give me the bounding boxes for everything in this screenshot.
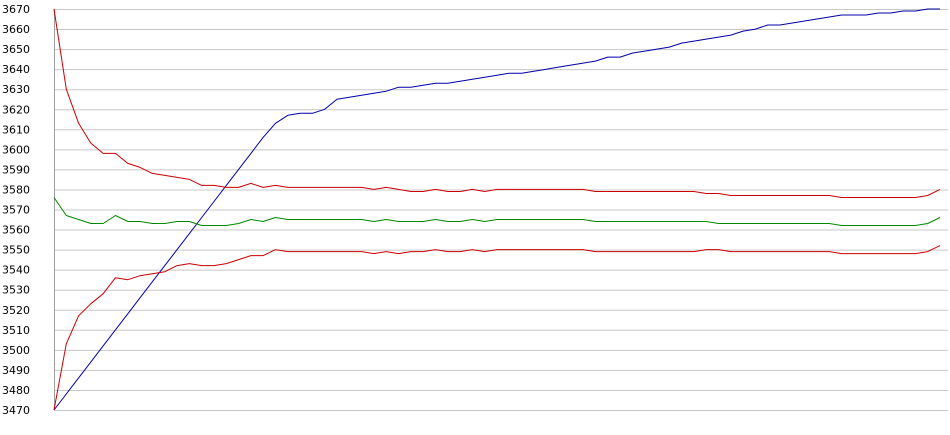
y-tick-label: 3490 <box>2 364 30 377</box>
series-line-1 <box>53 8 940 411</box>
y-tick-label: 3500 <box>2 344 30 357</box>
y-tick-label: 3620 <box>2 103 30 116</box>
series-line-2 <box>53 8 941 198</box>
y-tick-label: 3600 <box>2 143 30 156</box>
series-line-3 <box>53 197 941 226</box>
grid <box>54 9 948 411</box>
y-tick-label: 3530 <box>2 284 30 297</box>
y-tick-label: 3670 <box>2 3 30 16</box>
y-tick-label: 3650 <box>2 43 30 56</box>
y-tick-label: 3610 <box>2 123 30 136</box>
y-tick-label: 3630 <box>2 83 30 96</box>
series-lines <box>53 8 941 411</box>
y-tick-labels: 3470 3480 3490 3500 3510 3520 3530 3540 3550 3560… <box>2 3 30 417</box>
y-tick-label: 3580 <box>2 183 30 196</box>
series-line-4 <box>53 245 941 411</box>
y-tick-label: 3590 <box>2 163 30 176</box>
y-tick-label: 3540 <box>2 264 30 277</box>
y-tick-label: 3560 <box>2 224 30 237</box>
y-tick-label: 3480 <box>2 384 30 397</box>
y-tick-label: 3660 <box>2 23 30 36</box>
y-tick-label: 3570 <box>2 204 30 217</box>
y-tick-label: 3510 <box>2 324 30 337</box>
y-tick-label: 3470 <box>2 404 30 417</box>
y-tick-label: 3520 <box>2 304 30 317</box>
y-tick-label: 3640 <box>2 63 30 76</box>
y-tick-label: 3550 <box>2 244 30 257</box>
